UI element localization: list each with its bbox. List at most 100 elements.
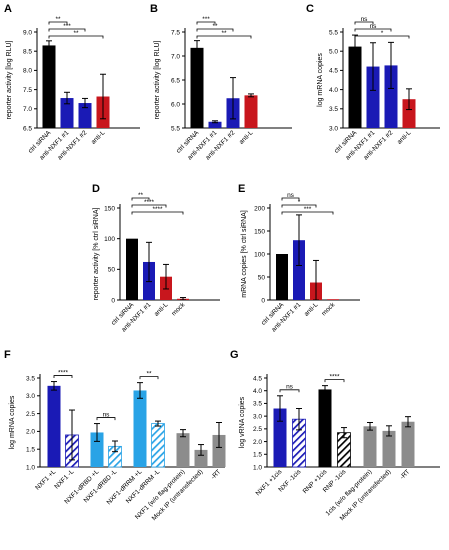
panel-c-significance-bracket: [354, 21, 374, 25]
panel-g-bar: [382, 430, 396, 467]
panel-a-y-tick-label: 7.0: [23, 106, 32, 113]
panel-a: A 6.5 7.0 7.5 8.0 8.5 9.0 reporter activity [l…: [4, 3, 140, 161]
panel-g-y-axis-title: log vRNA copies: [239, 396, 246, 448]
panel-e-y-tick-label: 150: [254, 228, 265, 235]
panel-f-bar: [212, 434, 226, 467]
panel-d-y-axis-title: reporter activity [% ctrl siRNA]: [93, 207, 100, 300]
panel-a-y-tick-label: 6.5: [23, 125, 32, 132]
panel-f-bar: [90, 432, 104, 467]
panel-g-y-tick-label: 1.0: [253, 464, 262, 471]
panel-f-bar: [133, 390, 147, 467]
panel-a-y-tick-label: 9.0: [23, 29, 32, 36]
panel-a-y-tick-label: 8.0: [23, 68, 32, 75]
panel-c-category-label: anti-L: [396, 129, 413, 146]
panel-c-significance-bracket: [354, 35, 410, 39]
panel-a-letter: A: [4, 3, 12, 15]
panel-b-significance-label: **: [221, 30, 227, 37]
panel-c-y-tick-label: 5.5: [329, 29, 338, 36]
panel-d-y-tick-label: 100: [104, 236, 115, 243]
panel-b-bar: [190, 47, 204, 129]
panel-e-category-label: anti-L: [303, 301, 320, 318]
panel-b: B 5.5 6.0 6.5 7.0 7.5 reporter activity [log …: [150, 3, 292, 161]
panel-g-y-tick-label: 2.0: [253, 439, 262, 446]
panel-a-category-label: anti-L: [90, 129, 107, 146]
panel-g-significance-label: ns: [286, 384, 294, 391]
panel-a-y-axis-title: reporter activity [log RLU]: [6, 40, 13, 119]
panel-c-y-tick-label: 3.5: [329, 106, 338, 113]
panel-g-bar: [318, 389, 332, 467]
panel-c-significance-label: ns: [361, 16, 369, 23]
panel-f-significance-bracket: [96, 417, 116, 421]
panel-d-bar: [126, 238, 138, 300]
panel-e-bar: [293, 240, 305, 300]
panel-e-category-label: mock: [320, 301, 336, 317]
panel-g-category-label: -RT: [399, 468, 412, 481]
panel-b-y-tick-label: 6.0: [171, 101, 180, 108]
panel-f-y-tick-label: 2.5: [26, 411, 35, 418]
panel-f-y-tick-label: 1.5: [26, 447, 35, 454]
panel-f-category-label: -RT: [210, 468, 223, 481]
panel-f-significance-label: **: [146, 370, 152, 377]
panel-c-bar: [402, 99, 416, 128]
panel-e-bar: [327, 299, 339, 300]
panel-e: E 0 50 100 150 200 mRNA copies [% ctrl siRNA]…: [238, 183, 360, 333]
panel-g-y-tick-label: 3.5: [253, 401, 262, 408]
panel-d-significance-bracket: [131, 204, 167, 208]
panel-f-bar: [151, 423, 165, 468]
panel-e-bar: [276, 254, 288, 300]
panel-e-significance-label: ***: [304, 206, 312, 213]
panel-e-significance-bracket: [281, 197, 300, 201]
panel-d-significance-label: **: [138, 192, 144, 199]
panel-c-significance-label: *: [381, 30, 384, 37]
panel-a-significance-bracket: [48, 35, 104, 39]
panel-g-y-tick-label: 1.5: [253, 452, 262, 459]
panel-c-y-tick-label: 4.5: [329, 68, 338, 75]
panel-c-significance-bracket: [354, 28, 392, 32]
panel-b-y-tick-label: 5.5: [171, 125, 180, 132]
panel-g-category-label: NXF1 +1cis: [255, 468, 284, 497]
panel-b-significance-bracket: [196, 35, 252, 39]
panel-e-significance-label: *: [298, 199, 301, 206]
panel-b-y-tick-label: 7.0: [171, 53, 180, 60]
panel-e-y-tick-label: 100: [254, 251, 265, 258]
panel-b-bar: [208, 121, 222, 128]
panel-g-y-tick-label: 2.5: [253, 426, 262, 433]
panel-f: F 1.0 1.5 2.0 2.5 3.0 3.5 log mRNA copies NXF1 …: [4, 349, 226, 522]
panel-c-bar: [348, 46, 362, 129]
panel-g-y-tick-label: 3.0: [253, 413, 262, 420]
panel-f-y-tick-label: 3.0: [26, 393, 35, 400]
panel-a-bar: [78, 103, 92, 128]
panel-f-y-tick-label: 2.0: [26, 429, 35, 436]
panel-d-y-tick-label: 0: [111, 297, 115, 304]
panel-d-significance-bracket: [131, 211, 184, 215]
panel-f-significance-bracket: [53, 375, 73, 379]
panel-f-significance-bracket: [139, 376, 159, 380]
panel-e-y-tick-label: 50: [258, 274, 266, 281]
panel-f-bar: [47, 385, 61, 467]
panel-a-significance-label: **: [55, 16, 61, 23]
panel-c-y-tick-label: 4.0: [329, 87, 338, 94]
panel-b-significance-label: **: [212, 23, 218, 30]
panel-d-significance-label: ****: [144, 199, 155, 206]
panel-e-letter: E: [238, 183, 245, 195]
panel-f-y-tick-label: 1.0: [26, 464, 35, 471]
panel-e-y-tick-label: 200: [254, 205, 265, 212]
panel-c-significance-label: ns: [370, 23, 378, 30]
panel-g-significance-bracket: [279, 389, 300, 393]
panel-f-y-tick-label: 3.5: [26, 375, 35, 382]
panel-g-bar: [401, 421, 415, 467]
panel-g-letter: G: [230, 349, 239, 361]
panel-f-significance-label: ns: [103, 411, 111, 418]
panel-d-category-label: anti-L: [153, 301, 170, 318]
panel-c-bar: [384, 65, 398, 128]
panel-g-bar: [273, 408, 287, 467]
panel-f-y-axis-title: log mRNA copies: [9, 395, 16, 449]
panel-b-y-tick-label: 6.5: [171, 77, 180, 84]
panel-d-category-label: mock: [170, 301, 186, 317]
panel-d-y-tick-label: 150: [104, 205, 115, 212]
panel-g-y-tick-label: 4.0: [253, 388, 262, 395]
panel-f-letter: F: [4, 349, 11, 361]
panel-b-category-label: anti-L: [238, 129, 255, 146]
panel-a-bar: [42, 45, 56, 128]
